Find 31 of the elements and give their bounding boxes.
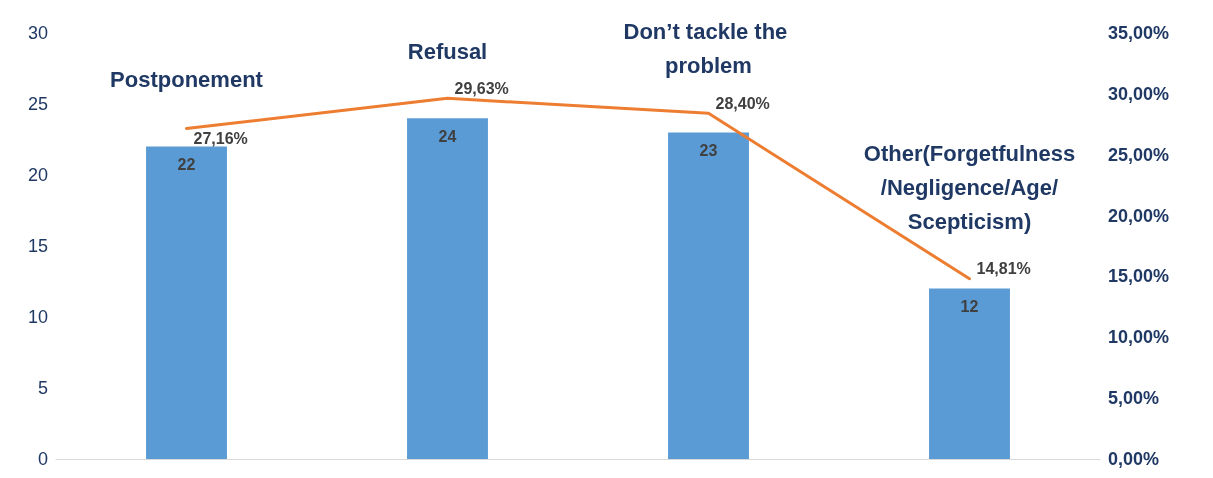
data-label: 24 [438, 127, 457, 145]
y-tick-label: 25 [27, 94, 48, 114]
x-tick-label: Refusal [407, 38, 488, 64]
y2-tick-label: 5,00% [1108, 388, 1160, 409]
y2-tick-label: 35,00% [1108, 23, 1170, 43]
y-tick-label: 30 [27, 23, 48, 43]
data-label: 29,63% [454, 79, 509, 97]
y-tick-label: 20 [27, 165, 48, 185]
x-tick-label: Postponement [110, 67, 264, 93]
bar [146, 146, 227, 459]
y-tick-label: 15 [27, 236, 48, 256]
data-label: 12 [960, 298, 979, 316]
y2-tick-label: 15,00% [1108, 266, 1170, 287]
bar [407, 118, 488, 459]
y2-tick-label: 20,00% [1108, 205, 1170, 226]
x-tick-label: Other(Forgetfulness/Negligence/Age/Scepticism) [863, 141, 1076, 235]
data-label: 14,81% [976, 260, 1031, 278]
y2-tick-label: 10,00% [1108, 327, 1170, 348]
data-label: 22 [177, 156, 196, 174]
y-tick-label: 10 [27, 307, 48, 327]
bar [929, 288, 1010, 459]
data-label: 23 [699, 141, 718, 159]
bar [668, 132, 749, 459]
data-label: 27,16% [193, 129, 248, 147]
y2-tick-label: 25,00% [1108, 144, 1170, 165]
y-tick-label: 5 [37, 378, 48, 398]
y2-tick-label: 30,00% [1108, 83, 1170, 104]
x-tick-label: Don’t tackle the problem [623, 18, 794, 78]
data-label: 28,40% [715, 94, 770, 112]
y-tick-label: 0 [37, 449, 48, 469]
y2-tick-label: 0,00% [1108, 449, 1160, 469]
